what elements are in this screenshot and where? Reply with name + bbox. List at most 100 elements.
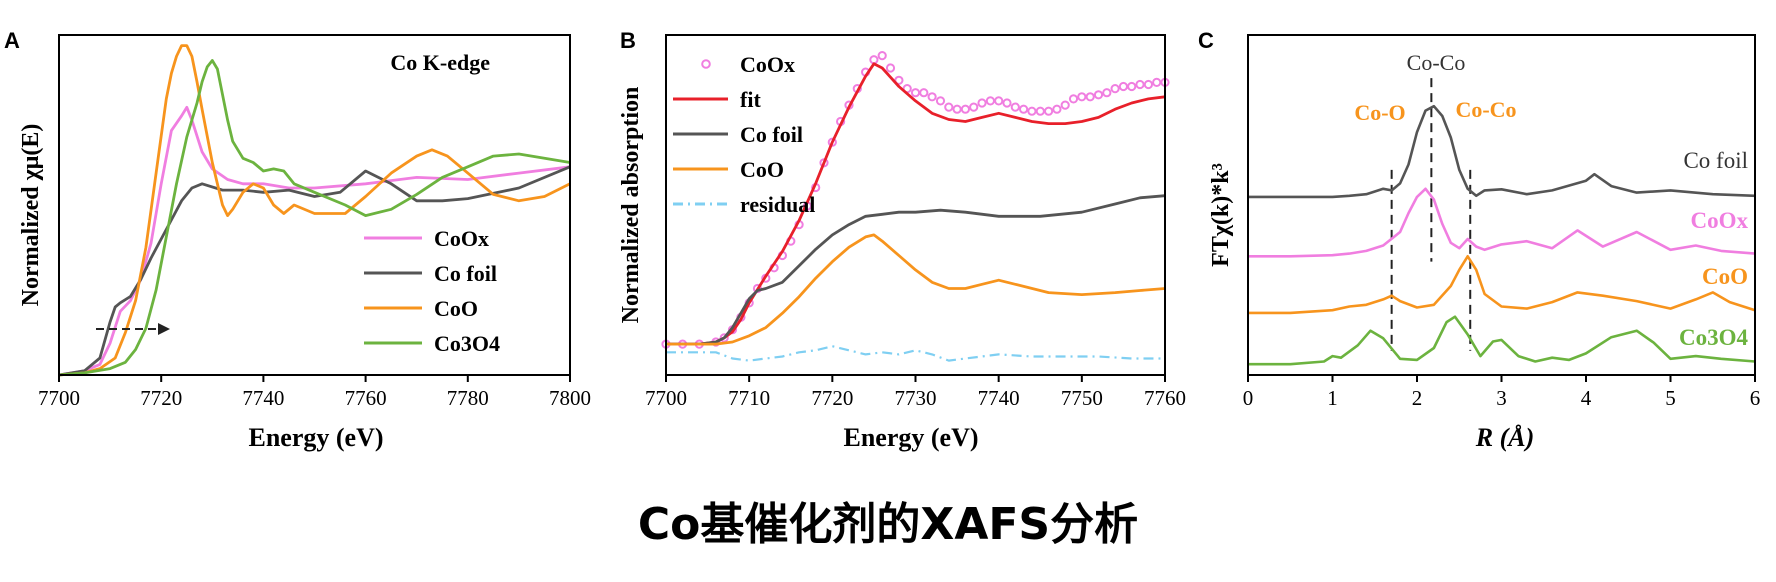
y-axis-label-c: FTχ(k)*k³ [1208,163,1234,267]
series-b-cooX-point [1027,106,1037,116]
series-b-cooX-point [1044,106,1054,116]
panel-b: B 7700 7710 7720 7730 7740 7750 7760 Energy (e… [618,28,1186,452]
legend-a-label: CoO [434,296,478,321]
panel-2-x-tick-label: 0 [1243,386,1254,410]
x-axis-label-c: R (Å) [1475,423,1535,452]
legend-b-label: Co foil [740,122,803,147]
panel-1-x-tick-label: 7750 [1061,386,1103,410]
legend-a-label: Co3O4 [434,331,500,356]
legend-b-label: CoO [740,157,784,182]
panel-0-x-tick-label: 7720 [140,386,182,410]
series-a-cofoil [58,165,571,377]
series-c-coo [1248,255,1756,315]
series-b-coo [666,233,1166,346]
panel-c-axes: 0 1 2 3 4 5 6 [1243,34,1761,410]
panel-b-axes: 7700 7710 7720 7730 7740 7750 7760 [645,34,1186,410]
panel-2-x-tick-label: 1 [1327,386,1338,410]
panel-1-x-tick-label: 7700 [645,386,687,410]
panel-2-x-tick-label: 5 [1665,386,1676,410]
series-b-cooX-point [719,333,729,343]
panel-2-x-tick-label: 4 [1581,386,1592,410]
series-b-cooX-point [969,102,979,112]
series-b-cooX-point [877,51,887,61]
series-b-cooX-point [994,96,1004,106]
y-axis-label-a: Normalized χμ(E) [18,124,44,307]
figure-caption: Co基催化剂的XAFS分析 [637,499,1139,550]
legend-b-label: fit [740,87,761,112]
panel-b-plot [661,51,1170,362]
series-b-cooX-point [952,104,962,114]
series-c-cofoil [1248,104,1756,199]
series-b-cooX-point [1152,77,1162,88]
series-b-cooX-point [910,88,921,98]
series-b-cooX-point [1052,104,1062,114]
series-b-cooX-point [1068,94,1079,104]
series-b-cooX-point [977,98,987,108]
panel-2-x-tick-label: 2 [1412,386,1423,410]
panel-1-x-tick-label: 7710 [728,386,770,410]
series-b-cooX-point [1110,84,1120,94]
series-b-cooX-point [1093,90,1104,100]
panel-label-b: B [620,28,636,53]
panel-1-x-tick-label: 7760 [1144,386,1186,410]
panel-a-axes: 7700 7720 7740 7760 7780 7800 [38,34,591,410]
panel-0-x-tick-label: 7760 [345,386,387,410]
series-b-cooX-point [869,55,879,65]
series-b-cooX-point [1135,79,1145,90]
series-b-cooX-point [1002,98,1012,108]
series-label-c: CoOx [1691,208,1749,233]
series-c-cooX [1248,187,1756,258]
series-b-cooX-point [985,96,996,106]
panel-0-x-tick-label: 7740 [242,386,284,410]
series-label-c: CoO [1702,264,1748,289]
series-b-cooX-point [1127,81,1137,92]
series-label-c: Co foil [1683,148,1748,173]
panel-1-x-tick-label: 7740 [978,386,1020,410]
x-axis-label-a: Energy (eV) [248,423,383,452]
series-b-cooX-point [927,92,937,102]
panel-a-plot [58,44,571,377]
panel-0-x-tick-label: 7700 [38,386,80,410]
y-axis-label-b: Normalized absorption [618,87,644,324]
panel-2-x-tick-label: 6 [1750,386,1761,410]
legend-b: CoOx fit Co foil CoO residual [673,52,815,217]
panel-0-x-tick-label: 7800 [549,386,591,410]
series-b-cooX-point [1010,102,1020,112]
panel-1-x-tick-label: 7730 [895,386,937,410]
series-label-c: Co3O4 [1679,325,1749,350]
legend-a-label: Co foil [434,261,497,286]
series-b-cooX-point [960,104,971,114]
series-b-cooX-point [1060,100,1070,110]
annotation-co-o: Co-O [1354,100,1405,125]
series-b-cooX-point [894,75,904,85]
legend-a: CoOx Co foil CoO Co3O4 [364,226,500,356]
annotation-co-co-top: Co-Co [1407,50,1466,75]
legend-b-swatch [701,59,711,69]
series-b-cooX-point [935,96,946,106]
x-axis-label-b: Energy (eV) [843,423,978,452]
series-b-cooX-point [1035,106,1045,116]
legend-a-label: CoOx [434,226,489,251]
panel-1-x-tick-label: 7720 [811,386,853,410]
panel-2-x-tick-label: 3 [1496,386,1507,410]
series-b-cooX-point [1077,92,1087,102]
series-b-cooX-point [944,102,954,112]
panel-2-frame [1247,34,1756,376]
panel-label-c: C [1198,28,1214,53]
series-b-cooX-point [1118,81,1129,92]
series-b-cooX-point [1085,92,1095,102]
series-b-cofoil [666,194,1166,346]
panel-c-plot [1248,78,1756,366]
series-b-cooX-point [1019,104,1029,114]
panel-label-a: A [4,28,20,53]
legend-b-label: CoOx [740,52,795,77]
panel-0-frame [58,34,571,376]
series-b-cooX-point [1143,79,1154,90]
series-b-cooX-point [1102,88,1112,98]
panel-0-x-tick-label: 7780 [447,386,489,410]
series-b-residual [666,345,1165,362]
series-b-cooX-point [885,63,896,73]
